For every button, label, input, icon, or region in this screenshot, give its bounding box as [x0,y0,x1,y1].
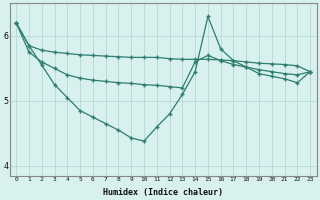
X-axis label: Humidex (Indice chaleur): Humidex (Indice chaleur) [103,188,223,197]
